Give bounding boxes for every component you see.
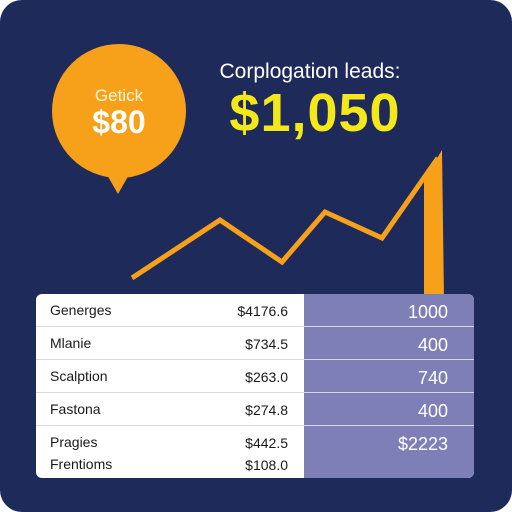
row-value: 740 — [417, 368, 448, 388]
row-value: 400 — [417, 335, 448, 355]
row-name: Mlanie — [50, 335, 92, 351]
headline: Corplogation leads: — [219, 60, 401, 83]
table-row[interactable]: Mlanie $734.5 400 — [36, 327, 474, 360]
table-row[interactable]: Generges $4176.6 1000 — [36, 294, 474, 327]
row-amount: $263.0 — [245, 369, 288, 385]
row-name: Frentioms — [50, 456, 113, 472]
row-value: 400 — [417, 401, 448, 421]
callout-bubble-tail — [102, 166, 134, 194]
data-table: Generges $4176.6 1000 Mlanie $734.5 400 … — [36, 294, 474, 478]
row-amount: $4176.6 — [237, 303, 288, 319]
row-name: Scalption — [50, 368, 108, 384]
row-amount: $108.0 — [245, 457, 288, 473]
table-row[interactable]: Pragies $442.5 $2223 Frentioms $108.0 — [36, 426, 474, 478]
trend-bar — [424, 150, 444, 300]
row-value: 1000 — [407, 302, 448, 322]
row-name: Generges — [50, 302, 112, 318]
callout-value: $80 — [92, 104, 146, 140]
value-column — [304, 294, 474, 478]
row-amount: $442.5 — [245, 435, 288, 451]
callout-label: Getick — [94, 86, 144, 105]
trend-line — [130, 156, 441, 281]
headline-value: $1,050 — [229, 83, 401, 143]
table-row[interactable]: Fastona $274.8 400 — [36, 393, 474, 426]
row-amount: $274.8 — [245, 402, 288, 418]
row-amount: $734.5 — [245, 336, 288, 352]
row-name: Pragies — [50, 434, 98, 450]
row-name: Fastona — [50, 401, 101, 417]
callout-bubble — [52, 44, 186, 178]
row-value: $2223 — [397, 434, 448, 454]
table-row[interactable]: Scalption $263.0 740 — [36, 360, 474, 393]
